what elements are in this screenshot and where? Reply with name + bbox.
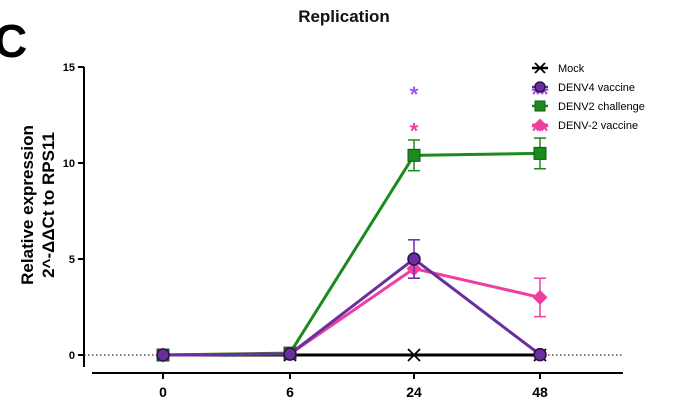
x-tick-label: 24 xyxy=(406,384,422,400)
legend-marker xyxy=(534,81,546,93)
significance-annotation: * xyxy=(410,118,419,143)
data-point xyxy=(407,252,421,266)
x-tick-label: 48 xyxy=(532,384,548,400)
legend-marker-shape xyxy=(534,81,546,93)
y-tick-label: 15 xyxy=(63,62,75,74)
legend-marker-stroke xyxy=(534,62,546,74)
data-point-shape xyxy=(283,347,297,361)
legend-marker xyxy=(533,118,547,132)
y-axis-title-line: Relative expression xyxy=(18,125,37,285)
data-point-shape xyxy=(156,348,170,362)
legend-item: Mock xyxy=(532,62,585,75)
data-point xyxy=(156,348,170,362)
data-point-shape xyxy=(532,289,548,305)
legend-marker-shape xyxy=(533,118,547,132)
legend-label: Mock xyxy=(558,63,585,75)
series-denv-2-vaccine xyxy=(155,258,548,363)
legend-marker xyxy=(534,62,546,74)
data-point-stroke xyxy=(407,348,421,362)
chart-title: Replication xyxy=(298,7,390,26)
data-point xyxy=(533,347,547,362)
y-tick-label: 0 xyxy=(69,350,75,362)
data-point xyxy=(532,289,548,305)
legend-label: DENV4 vaccine xyxy=(558,82,635,94)
data-point-shape xyxy=(407,148,421,162)
data-point-shape xyxy=(533,347,547,362)
panel-letter: C xyxy=(0,15,28,67)
x-tick-label: 0 xyxy=(159,384,167,400)
series-denv4-vaccine xyxy=(156,239,547,362)
series-line xyxy=(162,257,541,357)
data-point-shape xyxy=(533,146,547,160)
data-point-shape xyxy=(407,252,421,266)
y-tick-label: 5 xyxy=(69,254,75,266)
data-point xyxy=(283,347,297,361)
y-axis-title: Relative expression 2^-ΔΔCt to RPS11 xyxy=(18,125,58,285)
legend-marker xyxy=(534,100,546,112)
data-point xyxy=(407,148,421,162)
series-denv2-challenge xyxy=(156,137,547,362)
legend-item: DENV2 challenge xyxy=(532,100,645,113)
legend-item: DENV4 vaccine xyxy=(532,81,635,94)
legend-item: DENV-2 vaccine xyxy=(532,118,638,132)
x-tick-label: 6 xyxy=(286,384,294,400)
data-point xyxy=(533,146,547,160)
legend-marker-shape xyxy=(534,100,546,112)
data-point xyxy=(407,348,421,362)
y-tick-label: 10 xyxy=(63,158,75,170)
series-line xyxy=(162,151,541,357)
significance-annotation: * xyxy=(410,82,419,107)
legend-label: DENV2 challenge xyxy=(558,101,645,113)
legend-label: DENV-2 vaccine xyxy=(558,120,638,132)
y-axis-title-line: 2^-ΔΔCt to RPS11 xyxy=(39,132,58,278)
